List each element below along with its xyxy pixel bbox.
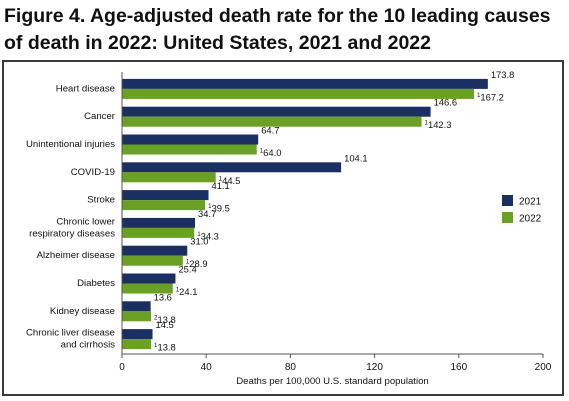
category-label: Cancer [84,111,116,122]
footnote-marker: 1 [425,120,429,127]
data-label: 104.1 [344,152,367,163]
bar-2021 [122,245,188,256]
chart-frame: 173.8 1167.2 146.6 1142.3 64.7 164.0 104.1 144.… [2,60,564,396]
x-tick-label: 40 [201,362,213,373]
bar-2021 [122,106,431,117]
bar-2021 [122,217,196,228]
bar-2021 [122,162,342,173]
bar-2022 [122,200,206,211]
bar-2022 [122,116,422,127]
data-value: 64.0 [263,147,281,158]
data-label: 41.1 [212,180,230,191]
footnote-marker: 2 [154,314,158,321]
legend-label: 2021 [519,197,542,208]
x-tick-label: 120 [366,362,383,373]
data-value: 34.3 [201,230,219,241]
x-tick-label: 160 [450,362,467,373]
category-label: Chronic lower [56,216,115,227]
footnote-marker: 1 [154,342,158,349]
x-tick-label: 80 [285,362,297,373]
footnote-marker: 1 [477,92,481,99]
data-label: 164.0 [260,147,282,158]
bar-2022 [122,283,173,294]
data-label: 146.6 [434,97,457,108]
data-value: 28.9 [189,258,207,269]
data-label: 128.9 [186,258,208,269]
data-label: 139.5 [208,203,230,214]
legend: 2021 2022 [502,195,542,225]
bar-2022 [122,339,152,350]
bar-2022 [122,255,183,266]
bar-2021 [122,78,488,89]
bar-2021 [122,273,176,284]
category-label: Heart disease [56,83,115,94]
data-label: 213.8 [154,314,176,325]
data-label: 1142.3 [425,119,452,130]
legend-label: 2022 [519,214,542,225]
category-label: Kidney disease [50,306,115,317]
bar-2022 [122,172,216,183]
data-label: 113.8 [154,342,176,353]
category-labels: Heart disease Cancer Unintentional injurie… [26,83,116,350]
footnote-marker: 1 [260,148,264,155]
category-label: Diabetes [77,278,115,289]
data-label: 14.5 [156,319,174,330]
category-label: and cirrhosis [61,340,116,351]
data-value: 39.5 [212,203,230,214]
category-label: COVID-19 [71,167,115,178]
x-axis: 0 40 80 120 160 200 Deaths per 100,000 U.S. st… [119,72,552,387]
footnote-marker: 1 [219,175,223,182]
data-value: 13.8 [158,342,176,353]
bar-2022 [122,311,152,322]
category-label: Unintentional injuries [26,139,115,150]
data-label: 134.3 [197,230,219,241]
data-label: 124.1 [176,286,198,297]
data-label: 25.4 [178,264,196,275]
category-label: Stroke [87,195,115,206]
footnote-marker: 1 [176,287,180,294]
data-label: 13.6 [154,291,172,302]
bar-2021 [122,301,151,312]
data-label: 31.0 [190,236,208,247]
category-label: Chronic liver disease [26,328,115,339]
x-tick-label: 200 [535,362,552,373]
x-tick-label: 0 [119,362,125,373]
data-value: 142.3 [428,119,451,130]
bar-2021 [122,329,153,340]
data-value: 24.1 [179,286,197,297]
x-axis-title: Deaths per 100,000 U.S. standard populat… [236,376,429,387]
data-label: 144.5 [219,175,241,186]
data-label: 1167.2 [477,91,504,102]
data-label: 34.7 [198,208,216,219]
data-label: 64.7 [261,125,279,136]
bar-2022 [122,88,474,99]
data-value: 167.2 [480,91,503,102]
category-label: respiratory diseases [29,228,115,239]
bar-2022 [122,144,257,155]
data-value: 44.5 [222,175,240,186]
figure-title: Figure 4. Age-adjusted death rate for th… [4,5,551,54]
footnote-marker: 1 [208,203,212,210]
footnote-marker: 1 [186,259,190,266]
category-label: Alzheimer disease [37,250,115,261]
bar-2021 [122,134,259,145]
bar-2021 [122,190,209,201]
footnote-marker: 1 [197,231,201,238]
data-label: 173.8 [491,69,514,80]
bar-2022 [122,227,195,238]
legend-swatch-2022 [502,212,513,223]
data-value: 13.8 [158,314,176,325]
legend-swatch-2021 [502,195,513,206]
